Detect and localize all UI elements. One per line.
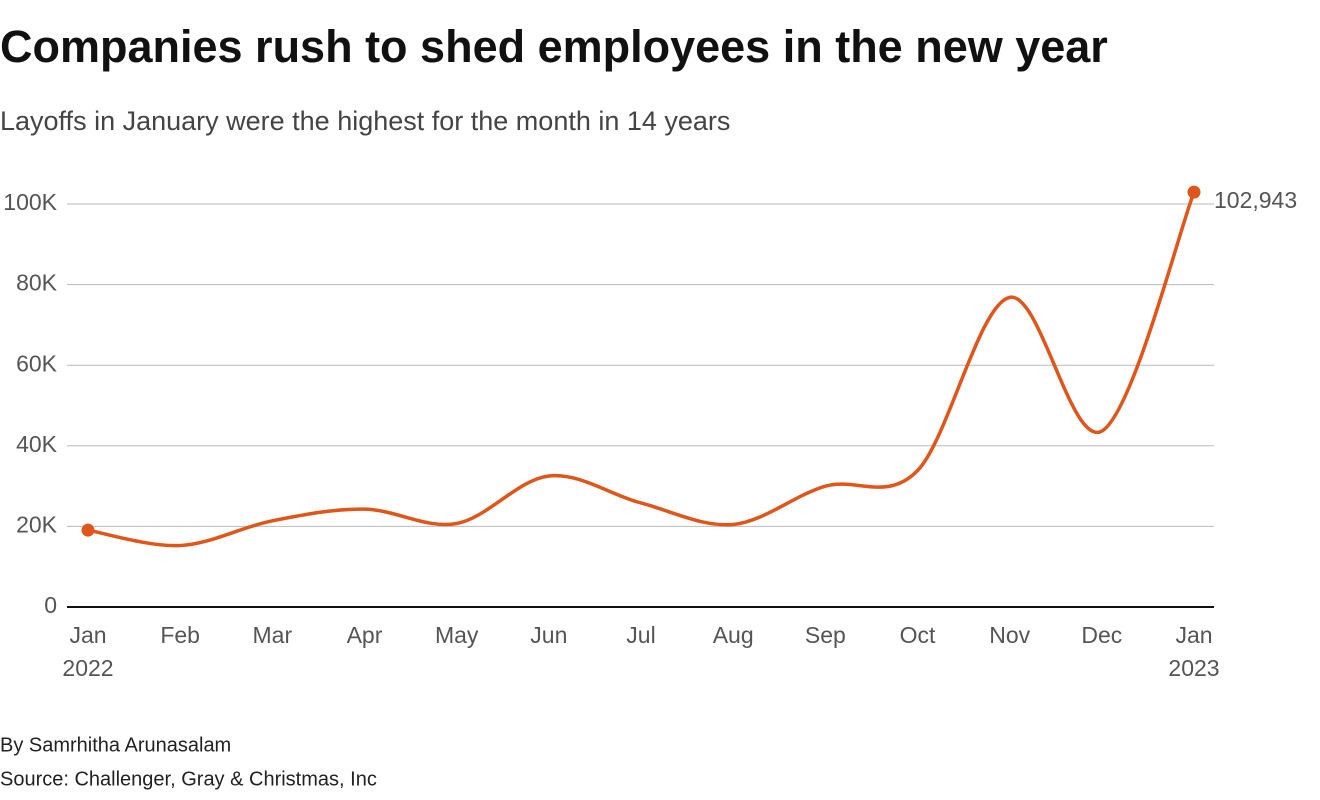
y-tick-label: 0 [44,592,57,618]
x-tick-sublabel: 2022 [62,655,113,681]
value-label: 102,943 [1214,187,1297,213]
x-tick-label: Jan [1175,622,1212,648]
line [87,191,1196,548]
byline: By Samrhitha Arunasalam [0,734,231,756]
chart-title: Companies rush to shed employees in the … [0,21,1108,72]
y-tick-label: 60K [16,350,58,376]
x-tick-label: May [435,622,479,648]
x-tick-label: Dec [1081,622,1122,648]
x-tick-label: Jun [530,622,567,648]
point-marker [1187,185,1201,199]
source: Source: Challenger, Gray & Christmas, In… [0,768,377,790]
y-tick-label: 20K [16,511,58,537]
point-marker [81,523,95,537]
x-tick-label: Aug [713,622,754,648]
x-tick-label: Sep [805,622,846,648]
y-tick-label: 100K [3,189,57,215]
chart-subtitle: Layoffs in January were the highest for … [0,106,730,136]
y-tick-label: 40K [16,431,58,457]
x-tick-label: Oct [900,622,936,648]
x-tick-label: Apr [347,622,383,648]
x-tick-label: Feb [160,622,200,648]
x-tick-label: Nov [989,622,1030,648]
y-tick-label: 80K [16,270,58,296]
x-tick-label: Jul [626,622,655,648]
x-tick-sublabel: 2023 [1168,655,1219,681]
x-tick-label: Jan [69,622,106,648]
x-tick-label: Mar [253,622,293,648]
